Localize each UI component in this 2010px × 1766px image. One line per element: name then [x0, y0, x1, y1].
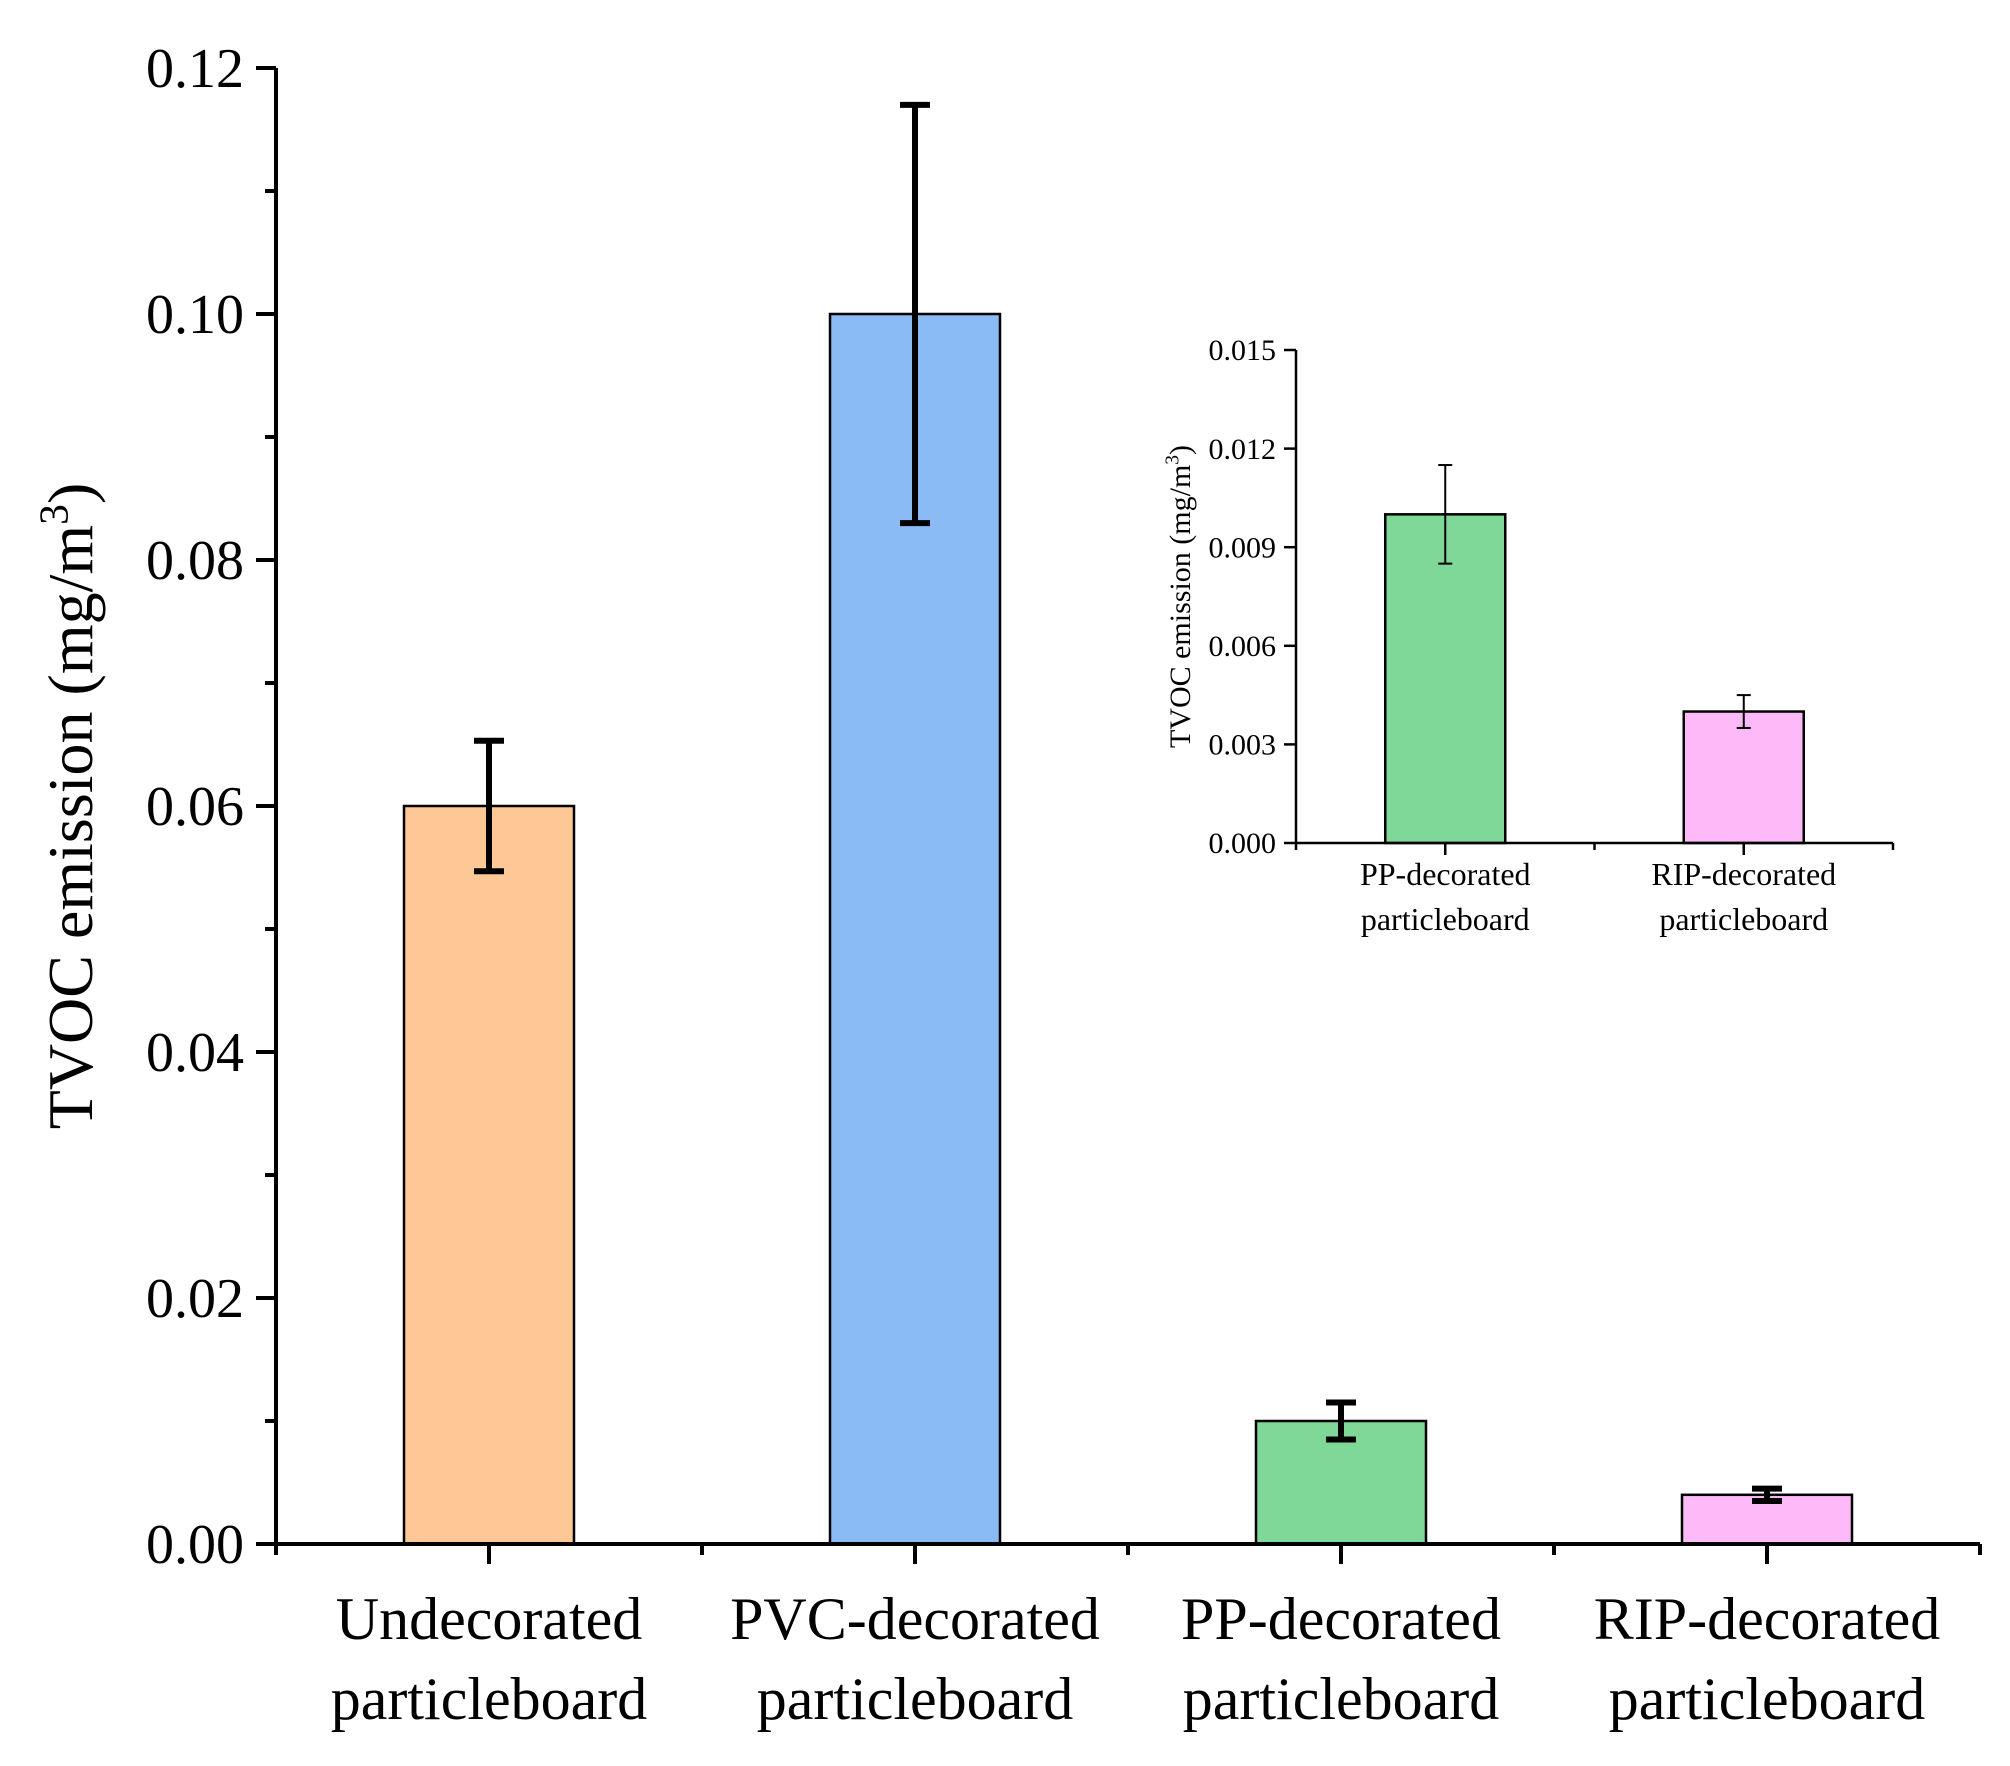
main-category-label-1-line-1: particleboard: [757, 1666, 1074, 1732]
main-category-label-1-line-0: PVC-decorated: [730, 1586, 1100, 1652]
main-ytick-label-1: 0.02: [146, 1268, 244, 1330]
inset-category-label-0-line-0: PP-decorated: [1360, 856, 1531, 892]
main-group: 0.00 0.02 0.04 0.06 0.08 0.10 0.12 Undecorated p…: [31, 38, 1982, 1732]
inset-bar-1: [1682, 710, 1805, 845]
inset-y-axis-title: TVOC emission (mg/m3): [1163, 445, 1197, 748]
main-ytick-label-4: 0.08: [146, 530, 244, 592]
main-y-axis-title-close: ): [35, 483, 106, 504]
main-ytick-label-6: 0.12: [146, 38, 244, 100]
main-y-axis-title-text: TVOC emission (mg/m: [35, 525, 106, 1129]
main-bar-3: [1680, 1493, 1854, 1546]
inset-ytick-label-4: 0.012: [1209, 433, 1277, 466]
main-category-label-2-line-1: particleboard: [1183, 1666, 1500, 1732]
main-ytick-label-5: 0.10: [146, 284, 244, 346]
main-category-label-0-line-0: Undecorated: [336, 1586, 643, 1652]
main-category-label-2-line-0: PP-decorated: [1181, 1586, 1501, 1652]
main-bar-0: [402, 804, 576, 1546]
inset-y-axis-title-sup: 3: [1163, 455, 1184, 465]
inset-group: 0.000 0.003 0.006 0.009 0.012 0.015 PP-decorat…: [1163, 334, 1895, 937]
main-ytick-label-2: 0.04: [146, 1022, 244, 1084]
main-category-label-3-line-1: particleboard: [1609, 1666, 1926, 1732]
inset-category-label-1-line-0: RIP-decorated: [1651, 856, 1836, 892]
main-ytick-label-3: 0.06: [146, 776, 244, 838]
inset-y-axis-title-text: TVOC emission (mg/m: [1164, 465, 1197, 748]
inset-y-axis-title-close: ): [1164, 445, 1197, 455]
inset-ytick-label-1: 0.003: [1209, 729, 1277, 762]
main-category-label-0-line-1: particleboard: [331, 1666, 648, 1732]
inset-ytick-label-0: 0.000: [1209, 827, 1277, 860]
main-category-label-3-line-0: RIP-decorated: [1594, 1586, 1941, 1652]
inset-bar-0: [1384, 513, 1507, 845]
inset-ytick-label-3: 0.009: [1209, 531, 1277, 564]
main-y-axis-title-sup: 3: [31, 504, 77, 525]
inset-category-label-1-line-1: particleboard: [1659, 901, 1828, 937]
inset-ytick-label-5: 0.015: [1209, 334, 1277, 367]
inset-category-label-0-line-1: particleboard: [1361, 901, 1530, 937]
main-y-axis-title: TVOC emission (mg/m3): [31, 483, 106, 1130]
inset-ytick-label-2: 0.006: [1209, 630, 1277, 663]
main-ytick-label-0: 0.00: [146, 1514, 244, 1576]
